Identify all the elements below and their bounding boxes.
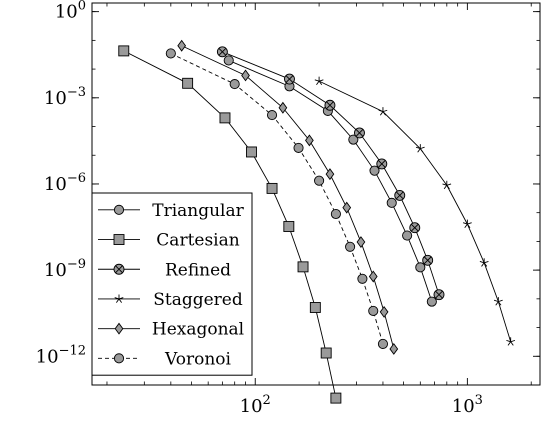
legend-label: Triangular bbox=[152, 201, 244, 221]
data-point bbox=[266, 182, 278, 194]
data-point bbox=[493, 297, 503, 306]
data-point bbox=[433, 289, 445, 301]
data-point bbox=[314, 76, 324, 86]
data-point bbox=[442, 180, 452, 190]
data-point bbox=[368, 270, 378, 283]
data-point bbox=[278, 101, 288, 114]
data-point bbox=[309, 302, 321, 313]
legend-box bbox=[91, 192, 253, 376]
data-point bbox=[182, 77, 194, 89]
data-point bbox=[324, 99, 336, 111]
data-point bbox=[229, 79, 240, 90]
data-point bbox=[409, 222, 421, 234]
legend-entry: Refined bbox=[98, 260, 231, 280]
data-point bbox=[297, 261, 309, 273]
data-point bbox=[305, 134, 314, 147]
series-voronoi bbox=[165, 48, 389, 349]
data-point bbox=[394, 189, 406, 201]
y-tick-label: 10−12 bbox=[36, 343, 86, 367]
series-line bbox=[318, 80, 512, 342]
data-point bbox=[386, 197, 397, 208]
series-staggered bbox=[314, 76, 516, 346]
y-tick-label: 100 bbox=[55, 0, 86, 23]
legend-label: Hexagonal bbox=[152, 320, 244, 340]
y-tick-label: 10−9 bbox=[44, 257, 86, 281]
data-point bbox=[462, 219, 472, 229]
series-line bbox=[181, 45, 395, 350]
data-point bbox=[368, 305, 379, 316]
data-point bbox=[379, 305, 389, 318]
data-point bbox=[348, 134, 359, 145]
legend-label: Staggered bbox=[153, 290, 243, 310]
series-line bbox=[170, 53, 384, 345]
data-point bbox=[320, 347, 332, 359]
series-line bbox=[228, 60, 433, 302]
data-point bbox=[506, 337, 516, 346]
data-point bbox=[284, 73, 295, 85]
y-tick-label: 10−3 bbox=[44, 85, 86, 109]
data-point bbox=[369, 165, 380, 176]
data-point bbox=[415, 262, 426, 273]
legend-marker bbox=[114, 322, 124, 335]
legend-entry: Cartesian bbox=[98, 231, 240, 251]
x-tick-label: 103 bbox=[452, 393, 483, 417]
data-point bbox=[342, 201, 352, 214]
legend-label: Voronoi bbox=[164, 349, 231, 369]
legend-marker bbox=[114, 294, 124, 303]
legend-marker bbox=[113, 234, 125, 246]
data-point bbox=[402, 230, 413, 241]
series-layer bbox=[118, 39, 516, 404]
data-point bbox=[479, 258, 489, 267]
data-point bbox=[377, 338, 389, 349]
data-point bbox=[118, 45, 130, 57]
data-point bbox=[357, 273, 368, 284]
legend-marker bbox=[113, 263, 125, 275]
data-point bbox=[216, 46, 228, 58]
y-tick-label: 10−6 bbox=[44, 171, 86, 195]
data-point bbox=[246, 146, 257, 158]
legend-label: Cartesian bbox=[156, 231, 239, 251]
data-point bbox=[177, 39, 187, 52]
legend-entry: Triangular bbox=[98, 201, 245, 221]
data-point bbox=[241, 69, 250, 82]
data-point bbox=[389, 342, 399, 355]
data-point bbox=[415, 144, 425, 153]
data-point bbox=[376, 158, 388, 170]
data-point bbox=[293, 142, 304, 153]
data-point bbox=[165, 48, 176, 59]
legend: Triangular Cartesian Refined Staggered Hexag… bbox=[91, 192, 253, 376]
series-cartesian bbox=[118, 45, 342, 404]
legend-marker bbox=[113, 204, 125, 215]
data-point bbox=[356, 236, 366, 249]
data-point bbox=[314, 175, 325, 186]
legend-entry: Hexagonal bbox=[98, 320, 244, 340]
series-line bbox=[123, 50, 337, 399]
data-point bbox=[354, 127, 365, 139]
data-point bbox=[223, 55, 234, 66]
legend-label: Refined bbox=[165, 260, 231, 280]
legend-entry: Voronoi bbox=[98, 349, 232, 369]
data-point bbox=[266, 110, 278, 121]
legend-entry: Staggered bbox=[98, 290, 243, 310]
data-point bbox=[330, 392, 342, 404]
data-point bbox=[422, 254, 434, 266]
data-point bbox=[325, 168, 335, 181]
data-point bbox=[426, 296, 437, 307]
legend-marker bbox=[113, 353, 125, 364]
data-point bbox=[378, 107, 388, 116]
series-triangular bbox=[223, 55, 437, 307]
data-point bbox=[283, 221, 295, 232]
data-point bbox=[345, 241, 356, 252]
x-tick-label: 102 bbox=[240, 393, 271, 417]
series-refined bbox=[216, 46, 445, 301]
data-point bbox=[330, 208, 341, 220]
series-hexagonal bbox=[177, 39, 399, 355]
tick-group: 102 103 100 10−3 10−6 10−9 10−12 bbox=[36, 0, 540, 417]
data-point bbox=[219, 112, 231, 124]
